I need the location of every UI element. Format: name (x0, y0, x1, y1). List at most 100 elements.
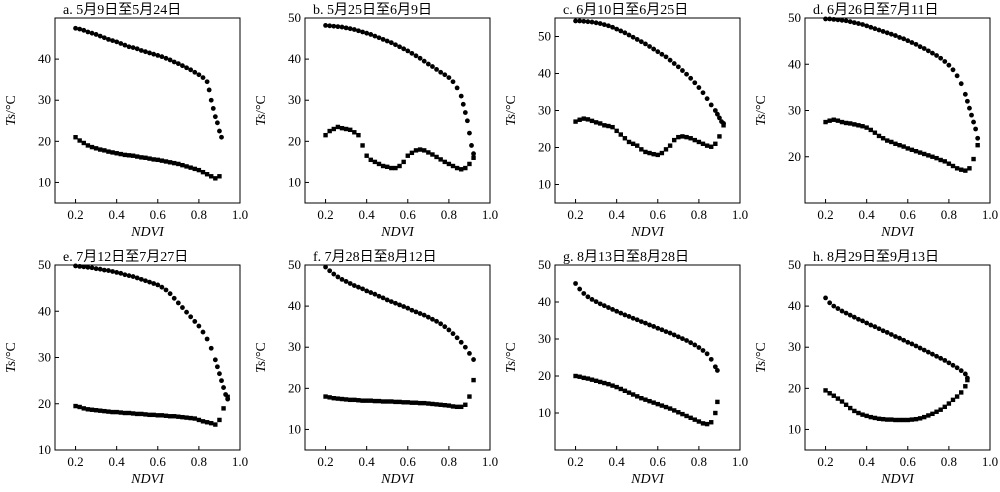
data-point-circle (171, 295, 177, 301)
y-axis-label-unit: /°C (504, 342, 519, 361)
x-tick-label: 1.0 (232, 207, 248, 222)
data-point-square (454, 404, 460, 410)
data-point-circle (581, 291, 587, 296)
chart-panel-5: 0.2 0.4 0.6 0.8 1.0 10 20 30 40 50 e. 7月12日至7月27日 N… (4, 249, 248, 487)
data-point-circle (688, 340, 694, 346)
chart-panel-8: 0.2 0.4 0.6 0.8 1.0 10 20 30 40 50 h. 8月29日至9月13日 N… (754, 249, 998, 487)
data-point-circle (204, 79, 210, 85)
data-point-circle (962, 371, 968, 377)
data-point-circle (462, 110, 468, 115)
data-point-square (704, 143, 710, 148)
data-point-square (901, 144, 906, 149)
data-point-circle (930, 351, 935, 357)
x-tick-label: 0.4 (109, 207, 126, 222)
x-axis-label: NDVI (880, 225, 915, 240)
data-point-circle (413, 53, 419, 59)
data-point-circle (351, 27, 357, 32)
x-tick-label: 0.2 (67, 454, 83, 469)
data-point-square (635, 143, 640, 148)
y-axis-label: Ts/°C (504, 95, 519, 126)
data-point-square (409, 150, 415, 156)
y-axis-label-symbol: Ts (4, 360, 19, 373)
data-point-square (610, 124, 615, 130)
data-point-circle (942, 357, 948, 363)
data-point-square (426, 150, 431, 155)
data-point-square (823, 119, 828, 125)
data-point-circle (425, 314, 431, 320)
x-tick-label: 0.8 (441, 454, 457, 469)
data-point-square (93, 146, 99, 151)
data-point-circle (610, 24, 615, 30)
data-point-square (176, 161, 181, 167)
plot-frame (804, 264, 991, 451)
data-point-circle (147, 279, 152, 285)
data-point-circle (339, 24, 345, 30)
data-point-circle (884, 30, 890, 36)
y-tick-label: 30 (538, 103, 551, 118)
data-point-circle (196, 72, 202, 78)
data-point-circle (708, 356, 714, 362)
data-point-circle (458, 339, 464, 345)
data-point-circle (81, 264, 87, 270)
data-point-square (200, 419, 206, 424)
data-point-square (930, 411, 935, 417)
x-tick-label: 1.0 (982, 454, 998, 469)
data-point-square (450, 163, 456, 169)
data-point-circle (204, 336, 210, 342)
data-point-square (200, 169, 206, 175)
data-point-square (630, 392, 636, 397)
data-point-square (327, 395, 332, 400)
data-point-circle (917, 44, 923, 50)
y-tick-label: 10 (288, 421, 301, 436)
x-tick-label: 0.4 (609, 207, 626, 222)
data-point-square (934, 155, 939, 161)
data-point-circle (593, 299, 599, 305)
data-point-square (672, 408, 677, 413)
data-point-circle (831, 16, 837, 22)
data-point-circle (909, 40, 915, 45)
data-point-circle (667, 330, 673, 336)
data-point-square (459, 404, 464, 410)
data-point-square (848, 121, 853, 126)
data-point-circle (696, 85, 702, 90)
y-tick-label: 30 (38, 92, 51, 107)
data-point-square (864, 413, 869, 419)
data-point-square (463, 165, 468, 171)
data-point-circle (469, 143, 474, 148)
data-point-circle (700, 348, 706, 353)
data-point-circle (384, 297, 390, 303)
y-tick-label: 10 (538, 177, 551, 192)
data-point-square (467, 161, 472, 167)
data-point-circle (851, 20, 857, 26)
data-point-circle (192, 319, 198, 324)
chart-title: b. 5月25日至6月9日 (313, 2, 432, 18)
data-point-circle (843, 310, 849, 316)
data-point-square (352, 130, 357, 135)
data-point-square (393, 399, 398, 405)
data-point-circle (925, 48, 931, 54)
data-point-square (585, 117, 591, 122)
data-point-square (593, 120, 599, 125)
data-point-circle (868, 24, 874, 30)
data-point-circle (106, 36, 111, 42)
y-axis-label: Ts/°C (254, 342, 269, 373)
data-point-circle (954, 73, 960, 79)
data-point-square (372, 159, 378, 165)
y-tick-label: 20 (538, 368, 551, 383)
data-point-square (950, 397, 956, 403)
data-point-circle (221, 385, 226, 390)
data-point-circle (360, 29, 365, 35)
data-point-square (422, 148, 427, 153)
data-point-circle (659, 327, 665, 333)
data-point-circle (880, 29, 886, 34)
data-point-circle (331, 271, 337, 277)
data-point-circle (151, 281, 157, 286)
data-point-square (348, 127, 353, 133)
data-point-circle (864, 320, 870, 326)
data-point-square (204, 172, 210, 177)
data-point-square (434, 402, 439, 407)
data-point-square (130, 153, 136, 158)
data-point-circle (971, 119, 976, 125)
data-point-square (323, 394, 328, 399)
data-point-circle (671, 332, 677, 338)
